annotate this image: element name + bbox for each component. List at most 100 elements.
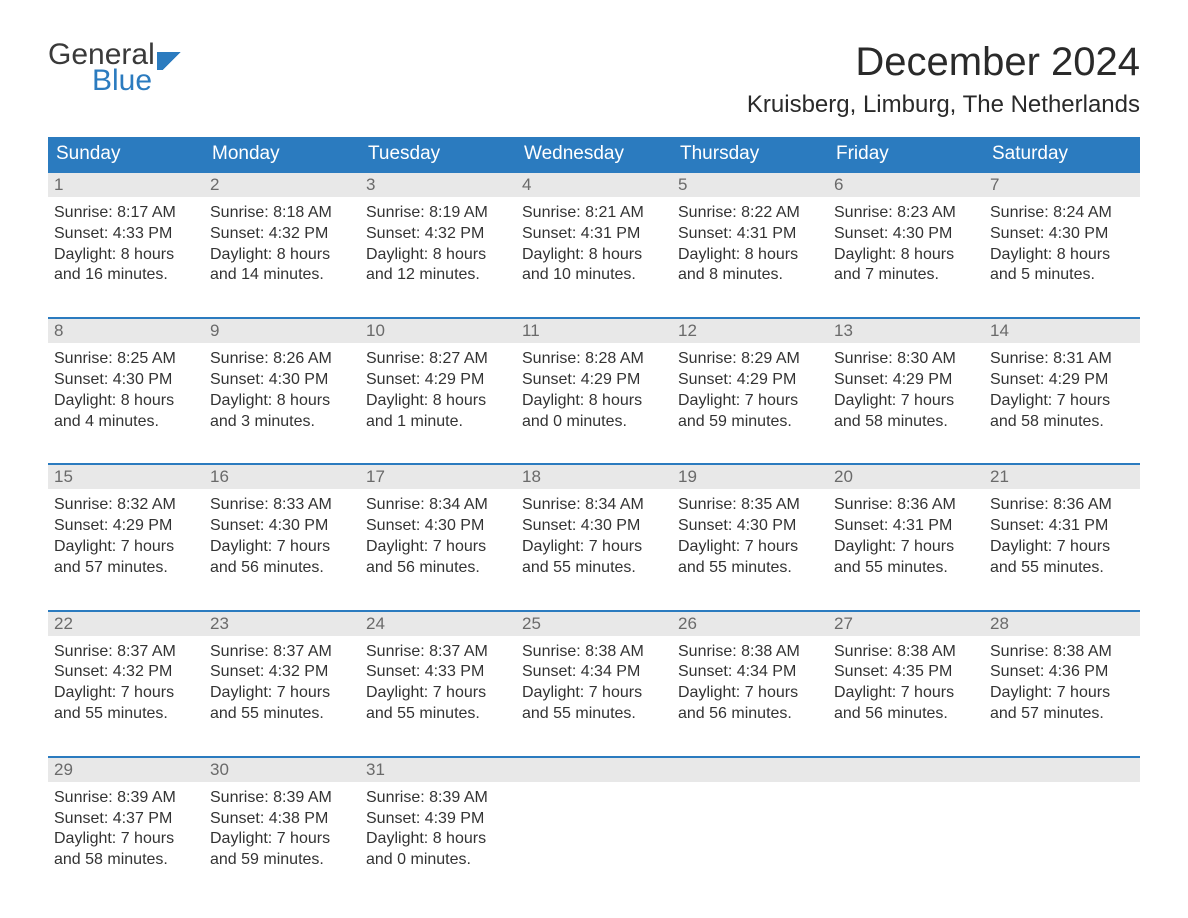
- daylight-text-2: and 14 minutes.: [210, 265, 354, 286]
- sunset-text: Sunset: 4:30 PM: [54, 370, 198, 391]
- sunrise-text: Sunrise: 8:22 AM: [678, 203, 822, 224]
- week-body-row: Sunrise: 8:37 AMSunset: 4:32 PMDaylight:…: [48, 636, 1140, 729]
- sunset-text: Sunset: 4:35 PM: [834, 662, 978, 683]
- sunrise-text: Sunrise: 8:37 AM: [210, 642, 354, 663]
- daylight-text-2: and 56 minutes.: [834, 704, 978, 725]
- sunset-text: Sunset: 4:31 PM: [678, 224, 822, 245]
- daylight-text-2: and 55 minutes.: [210, 704, 354, 725]
- sunrise-text: Sunrise: 8:19 AM: [366, 203, 510, 224]
- daylight-text-2: and 58 minutes.: [54, 850, 198, 871]
- sunset-text: Sunset: 4:39 PM: [366, 809, 510, 830]
- day-header: Wednesday: [516, 137, 672, 172]
- sunset-text: Sunset: 4:29 PM: [678, 370, 822, 391]
- day-cell: Sunrise: 8:34 AMSunset: 4:30 PMDaylight:…: [516, 489, 672, 582]
- daylight-text-2: and 55 minutes.: [678, 558, 822, 579]
- week-separator: [48, 290, 1140, 318]
- day-cell: Sunrise: 8:38 AMSunset: 4:35 PMDaylight:…: [828, 636, 984, 729]
- daylight-text-2: and 55 minutes.: [522, 558, 666, 579]
- daylight-text: Daylight: 8 hours: [366, 245, 510, 266]
- location-subtitle: Kruisberg, Limburg, The Netherlands: [747, 91, 1140, 119]
- day-number: 31: [360, 758, 516, 782]
- daylight-text-2: and 56 minutes.: [210, 558, 354, 579]
- daylight-text: Daylight: 7 hours: [366, 683, 510, 704]
- daylight-text: Daylight: 8 hours: [522, 245, 666, 266]
- week-number-row: 891011121314: [48, 318, 1140, 343]
- sunset-text: Sunset: 4:31 PM: [990, 516, 1134, 537]
- day-number: 29: [48, 758, 204, 782]
- week-body-row: Sunrise: 8:32 AMSunset: 4:29 PMDaylight:…: [48, 489, 1140, 582]
- sunset-text: Sunset: 4:30 PM: [990, 224, 1134, 245]
- day-cell: Sunrise: 8:36 AMSunset: 4:31 PMDaylight:…: [828, 489, 984, 582]
- daylight-text: Daylight: 7 hours: [678, 683, 822, 704]
- sunrise-text: Sunrise: 8:38 AM: [990, 642, 1134, 663]
- day-cell: Sunrise: 8:22 AMSunset: 4:31 PMDaylight:…: [672, 197, 828, 290]
- header: General Blue December 2024 Kruisberg, Li…: [48, 40, 1140, 119]
- sunrise-text: Sunrise: 8:34 AM: [366, 495, 510, 516]
- sunrise-text: Sunrise: 8:37 AM: [54, 642, 198, 663]
- sunset-text: Sunset: 4:33 PM: [366, 662, 510, 683]
- daylight-text-2: and 55 minutes.: [990, 558, 1134, 579]
- daylight-text: Daylight: 7 hours: [210, 829, 354, 850]
- day-number: 8: [48, 319, 204, 343]
- sunset-text: Sunset: 4:29 PM: [834, 370, 978, 391]
- sunrise-text: Sunrise: 8:33 AM: [210, 495, 354, 516]
- sunset-text: Sunset: 4:30 PM: [210, 516, 354, 537]
- sunrise-text: Sunrise: 8:29 AM: [678, 349, 822, 370]
- sunrise-text: Sunrise: 8:27 AM: [366, 349, 510, 370]
- daylight-text: Daylight: 8 hours: [366, 829, 510, 850]
- day-cell: Sunrise: 8:29 AMSunset: 4:29 PMDaylight:…: [672, 343, 828, 436]
- day-number: 25: [516, 612, 672, 636]
- daylight-text-2: and 10 minutes.: [522, 265, 666, 286]
- sunset-text: Sunset: 4:38 PM: [210, 809, 354, 830]
- daylight-text: Daylight: 7 hours: [366, 537, 510, 558]
- week-body-row: Sunrise: 8:17 AMSunset: 4:33 PMDaylight:…: [48, 197, 1140, 290]
- day-number: 13: [828, 319, 984, 343]
- day-number: 12: [672, 319, 828, 343]
- sunset-text: Sunset: 4:30 PM: [678, 516, 822, 537]
- day-number: 3: [360, 173, 516, 197]
- day-number: 14: [984, 319, 1140, 343]
- sunset-text: Sunset: 4:29 PM: [54, 516, 198, 537]
- day-cell: Sunrise: 8:39 AMSunset: 4:37 PMDaylight:…: [48, 782, 204, 875]
- sunrise-text: Sunrise: 8:21 AM: [522, 203, 666, 224]
- day-header: Tuesday: [360, 137, 516, 172]
- daylight-text: Daylight: 7 hours: [54, 683, 198, 704]
- daylight-text: Daylight: 7 hours: [210, 537, 354, 558]
- daylight-text-2: and 58 minutes.: [990, 412, 1134, 433]
- daylight-text-2: and 58 minutes.: [834, 412, 978, 433]
- daylight-text-2: and 56 minutes.: [366, 558, 510, 579]
- day-number: 20: [828, 465, 984, 489]
- daylight-text: Daylight: 8 hours: [678, 245, 822, 266]
- daylight-text: Daylight: 7 hours: [678, 391, 822, 412]
- day-cell: Sunrise: 8:25 AMSunset: 4:30 PMDaylight:…: [48, 343, 204, 436]
- sunrise-text: Sunrise: 8:25 AM: [54, 349, 198, 370]
- daylight-text-2: and 0 minutes.: [366, 850, 510, 871]
- day-header: Saturday: [984, 137, 1140, 172]
- day-cell: Sunrise: 8:17 AMSunset: 4:33 PMDaylight:…: [48, 197, 204, 290]
- sunrise-text: Sunrise: 8:24 AM: [990, 203, 1134, 224]
- day-number: 19: [672, 465, 828, 489]
- day-cell: Sunrise: 8:37 AMSunset: 4:32 PMDaylight:…: [204, 636, 360, 729]
- sunset-text: Sunset: 4:31 PM: [522, 224, 666, 245]
- sunrise-text: Sunrise: 8:35 AM: [678, 495, 822, 516]
- day-number: 10: [360, 319, 516, 343]
- day-number: 15: [48, 465, 204, 489]
- day-header: Thursday: [672, 137, 828, 172]
- day-cell: Sunrise: 8:38 AMSunset: 4:34 PMDaylight:…: [672, 636, 828, 729]
- sunrise-text: Sunrise: 8:37 AM: [366, 642, 510, 663]
- day-header: Monday: [204, 137, 360, 172]
- daylight-text-2: and 55 minutes.: [522, 704, 666, 725]
- sunset-text: Sunset: 4:32 PM: [366, 224, 510, 245]
- day-number: 24: [360, 612, 516, 636]
- sunrise-text: Sunrise: 8:18 AM: [210, 203, 354, 224]
- day-cell: Sunrise: 8:23 AMSunset: 4:30 PMDaylight:…: [828, 197, 984, 290]
- daylight-text: Daylight: 8 hours: [366, 391, 510, 412]
- daylight-text: Daylight: 8 hours: [522, 391, 666, 412]
- logo-text-blue: Blue: [92, 66, 187, 96]
- day-header: Sunday: [48, 137, 204, 172]
- sunrise-text: Sunrise: 8:28 AM: [522, 349, 666, 370]
- daylight-text-2: and 57 minutes.: [990, 704, 1134, 725]
- sunrise-text: Sunrise: 8:38 AM: [678, 642, 822, 663]
- day-number: 23: [204, 612, 360, 636]
- day-number: 5: [672, 173, 828, 197]
